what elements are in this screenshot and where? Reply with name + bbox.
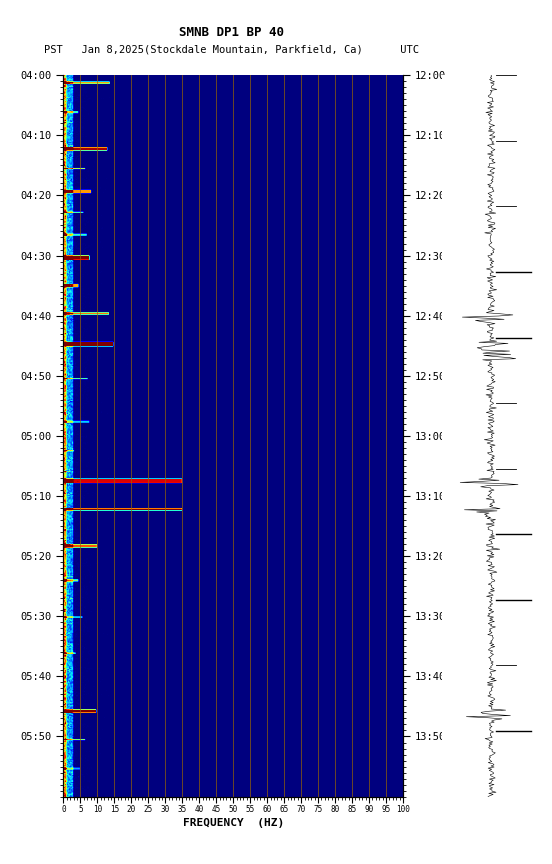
Text: PST   Jan 8,2025(Stockdale Mountain, Parkfield, Ca)      UTC: PST Jan 8,2025(Stockdale Mountain, Parkf… (44, 44, 420, 54)
X-axis label: FREQUENCY  (HZ): FREQUENCY (HZ) (183, 818, 284, 828)
Text: SMNB DP1 BP 40: SMNB DP1 BP 40 (179, 26, 284, 39)
